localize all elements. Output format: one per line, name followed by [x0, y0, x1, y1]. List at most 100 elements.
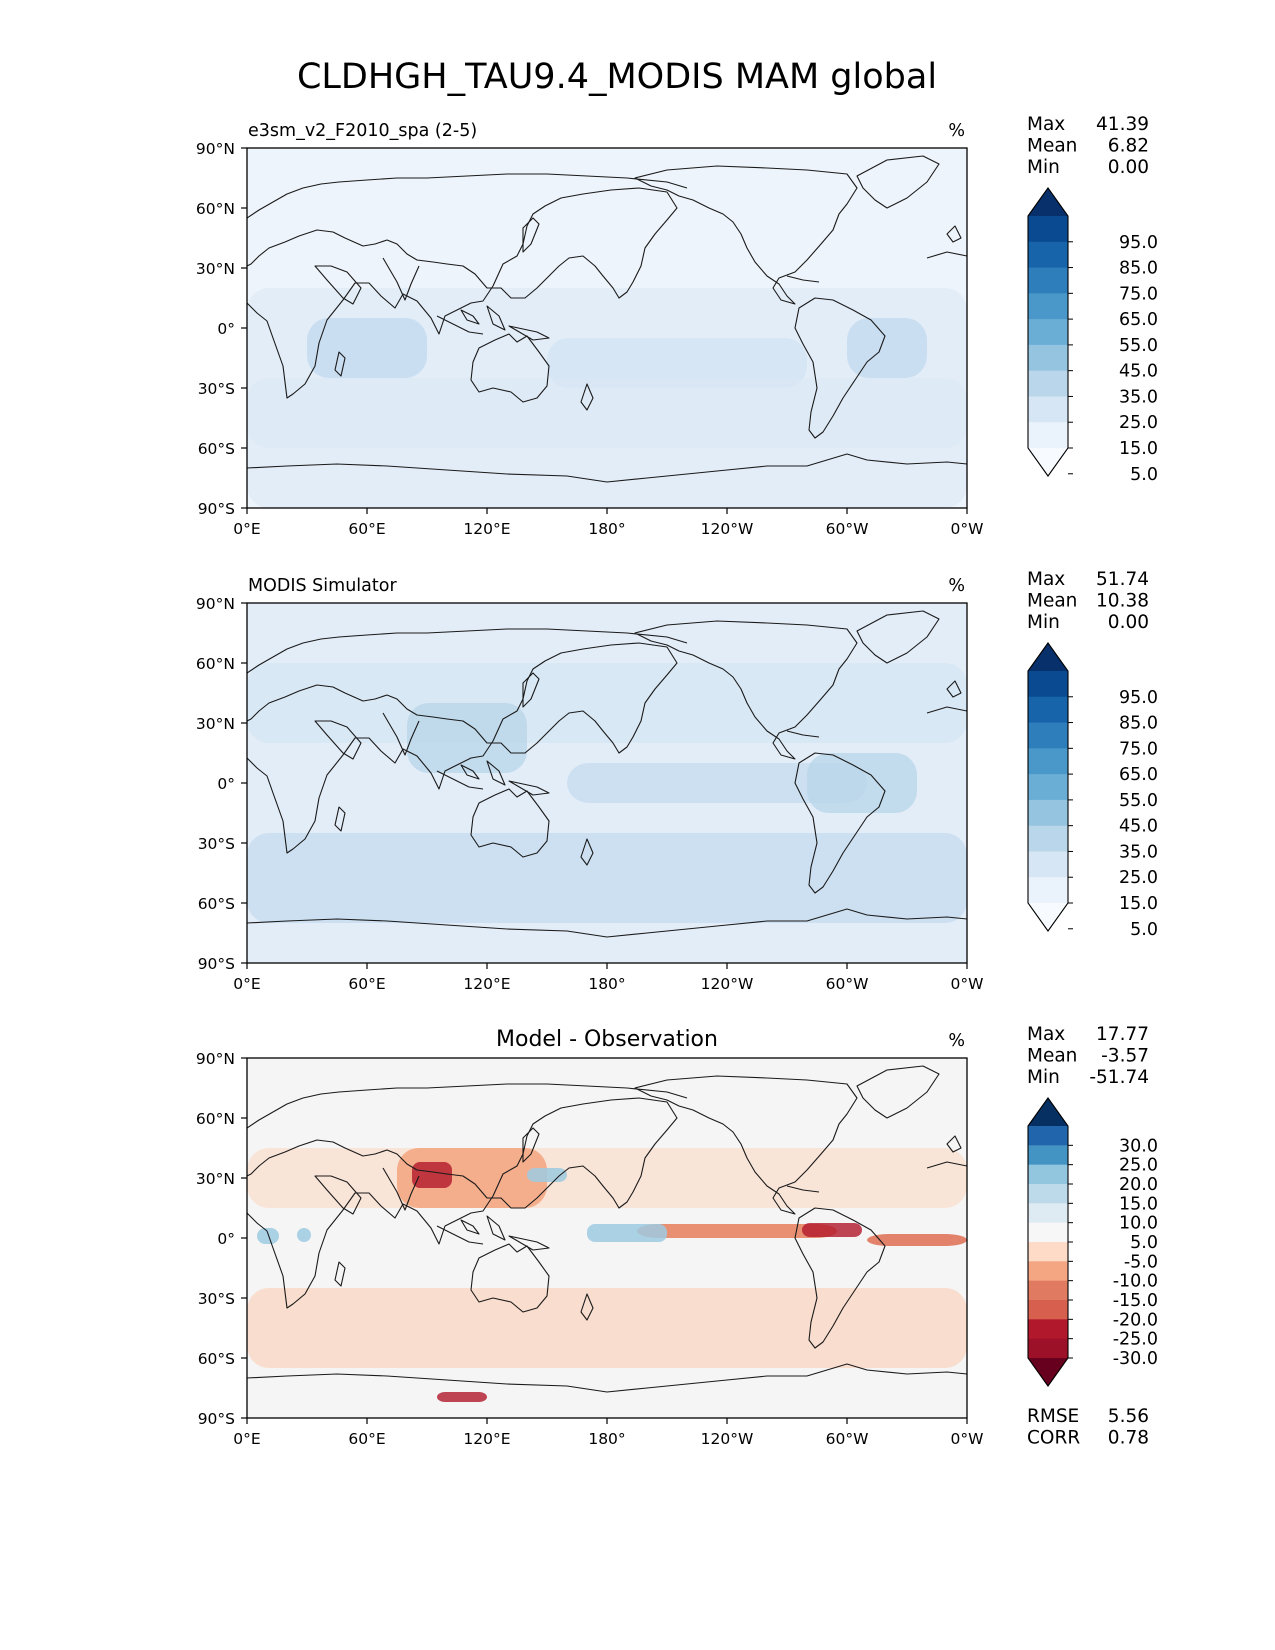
colorbar-segment — [1028, 748, 1068, 775]
y-tick-label: 0° — [217, 1230, 235, 1248]
colorbar-segment — [1028, 1261, 1068, 1282]
colorbar-segment — [1028, 1338, 1068, 1359]
stat-label: Max — [1027, 569, 1065, 590]
stat-value: 51.74 — [1096, 569, 1149, 590]
colorbar-segment — [1028, 1184, 1068, 1204]
colorbar-segment — [1028, 1280, 1068, 1301]
y-tick-label: 90°S — [198, 955, 235, 973]
y-tick-label: 90°N — [196, 1050, 235, 1068]
colorbar-segment — [1028, 344, 1068, 372]
x-tick-label: 0°E — [233, 975, 260, 993]
field-shading — [802, 1223, 862, 1237]
colorbar-tick-label: 25.0 — [1119, 868, 1158, 888]
x-tick-label: 180° — [588, 520, 625, 538]
stat-value: 0.78 — [1108, 1428, 1149, 1449]
colorbar-segment — [1028, 241, 1068, 269]
field-shading — [247, 1148, 967, 1208]
map-plot: 0°E 60°E 120°E 180° 120°W 60°W 0°W 90°N 60°N 30°N… — [196, 595, 984, 993]
colorbar-tick-label: 55.0 — [1119, 791, 1158, 811]
map-plot: 0°E 60°E 120°E 180° 120°W 60°W 0°W 90°N 60°N 30°N… — [196, 140, 984, 538]
x-tick-label: 0°W — [951, 975, 984, 993]
colorbar: 95.0 85.0 75.0 65.0 55.0 45.0 35.0 25.0 15.0 5.0 — [1027, 187, 1158, 485]
units-label: % — [948, 576, 965, 596]
x-tick-label: 0°E — [233, 520, 260, 538]
stat-value: 0.00 — [1108, 157, 1149, 178]
panel-2: MODIS Simulator % 0°E 60°E 120°E 180° 120°W 60°… — [196, 569, 1158, 993]
colorbar-segment — [1028, 774, 1068, 801]
colorbar-segment — [1028, 1126, 1068, 1146]
colorbar-tick-label: 35.0 — [1119, 842, 1158, 862]
colorbar-tick-label: -10.0 — [1113, 1272, 1158, 1292]
colorbar-tick-label: 95.0 — [1119, 233, 1158, 253]
colorbar-tick-label: -20.0 — [1113, 1310, 1158, 1330]
stats-block: Max 41.39 Mean 6.82 Min 0.00 — [1027, 114, 1149, 178]
colorbar-tick-label: 45.0 — [1119, 817, 1158, 837]
colorbar-segment — [1028, 1145, 1068, 1166]
colorbar-segment — [1028, 825, 1068, 852]
colorbar-segment — [1028, 370, 1068, 397]
colorbar-tick-label: 15.0 — [1119, 439, 1158, 459]
stat-value: -3.57 — [1101, 1046, 1149, 1067]
colorbar-tick-label: 30.0 — [1119, 1136, 1158, 1156]
stat-label: CORR — [1027, 1428, 1080, 1449]
colorbar-tick-label: 75.0 — [1119, 284, 1158, 304]
y-tick-label: 60°N — [196, 1110, 235, 1128]
units-label: % — [948, 1031, 965, 1051]
colorbar-extend-bottom — [1028, 1358, 1068, 1386]
field-shading — [247, 378, 967, 448]
colorbar-tick-label: -25.0 — [1113, 1330, 1158, 1350]
colorbar-tick-label: 75.0 — [1119, 739, 1158, 759]
colorbar-segment — [1028, 1300, 1068, 1320]
colorbar-segment — [1028, 422, 1068, 449]
colorbar-tick-label: 5.0 — [1130, 920, 1158, 940]
field-shading — [637, 1224, 837, 1238]
y-tick-label: 90°N — [196, 595, 235, 613]
y-tick-label: 0° — [217, 775, 235, 793]
field-shading — [867, 1234, 967, 1246]
stat-label: Mean — [1027, 1046, 1077, 1067]
colorbar-segment — [1028, 696, 1068, 724]
field-shading — [587, 1224, 667, 1242]
colorbar-tick-label: 25.0 — [1119, 413, 1158, 433]
colorbar: 95.0 85.0 75.0 65.0 55.0 45.0 35.0 25.0 15.0 5.0 — [1027, 642, 1158, 940]
colorbar-extend-top — [1028, 643, 1068, 671]
field-shading — [297, 1228, 311, 1242]
colorbar-tick-label: 65.0 — [1119, 310, 1158, 330]
y-tick-label: 60°S — [198, 440, 235, 458]
colorbar-tick-label: -15.0 — [1113, 1291, 1158, 1311]
x-tick-label: 0°W — [951, 1430, 984, 1448]
stat-label: Min — [1027, 612, 1060, 633]
colorbar-tick-label: 85.0 — [1119, 259, 1158, 279]
colorbar-segment — [1028, 671, 1068, 698]
colorbar-segment — [1028, 1242, 1068, 1262]
colorbar-segment — [1028, 319, 1068, 346]
stat-value: 17.77 — [1096, 1024, 1149, 1045]
stat-label: Mean — [1027, 591, 1077, 612]
colorbar-tick-label: 65.0 — [1119, 765, 1158, 785]
x-tick-label: 60°W — [826, 1430, 869, 1448]
colorbar-tick-label: 35.0 — [1119, 387, 1158, 407]
y-tick-label: 60°S — [198, 895, 235, 913]
colorbar-segment — [1028, 1222, 1068, 1243]
x-tick-label: 120°W — [701, 520, 754, 538]
stat-value: 0.00 — [1108, 612, 1149, 633]
x-tick-label: 0°E — [233, 1430, 260, 1448]
colorbar-extend-top — [1028, 188, 1068, 216]
x-tick-label: 120°W — [701, 975, 754, 993]
x-tick-label: 120°W — [701, 1430, 754, 1448]
x-tick-label: 60°W — [826, 975, 869, 993]
y-tick-label: 90°S — [198, 1410, 235, 1428]
y-tick-label: 30°S — [198, 835, 235, 853]
colorbar-segment — [1028, 267, 1068, 294]
figure-title: CLDHGH_TAU9.4_MODIS MAM global — [297, 57, 937, 97]
map-field — [247, 148, 967, 508]
panel-title: MODIS Simulator — [248, 576, 397, 596]
panel-title: e3sm_v2_F2010_spa (2-5) — [248, 121, 477, 141]
colorbar-tick-label: -5.0 — [1124, 1252, 1158, 1272]
colorbar-tick-label: 95.0 — [1119, 688, 1158, 708]
colorbar-segment — [1028, 216, 1068, 243]
map-field — [247, 603, 967, 963]
colorbar-extend-top — [1028, 1098, 1068, 1126]
y-tick-label: 30°N — [196, 715, 235, 733]
x-tick-label: 120°E — [463, 975, 510, 993]
